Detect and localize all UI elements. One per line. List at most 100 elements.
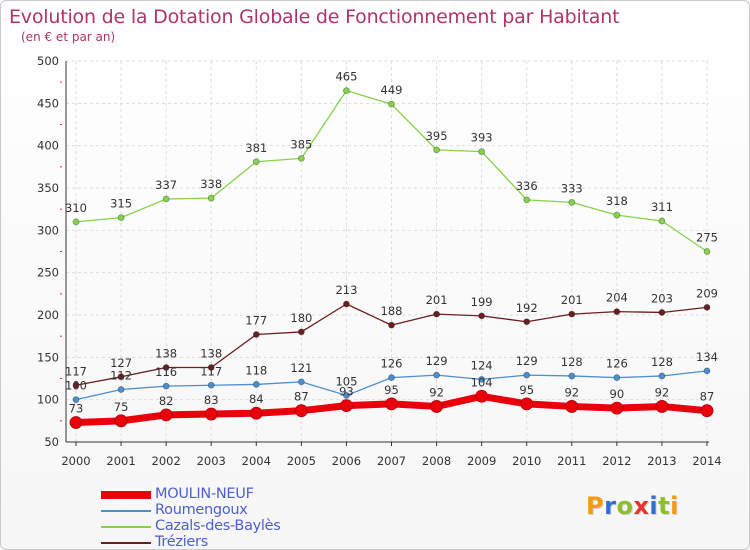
logo-letter: x: [633, 492, 650, 520]
data-point: [388, 321, 395, 329]
data-point: [252, 331, 260, 338]
y-tick-label: 100: [37, 393, 59, 407]
data-point: [340, 399, 353, 412]
data-label: 124: [471, 358, 493, 372]
data-point: [162, 364, 170, 371]
data-label: 315: [110, 197, 132, 211]
legend-swatch: [101, 526, 151, 528]
data-label: 75: [114, 400, 129, 414]
legend-label: Tréziers: [155, 534, 208, 550]
data-point: [207, 194, 215, 202]
data-point: [703, 248, 711, 255]
data-point: [568, 310, 576, 318]
data-label: 116: [155, 365, 177, 379]
data-label: 112: [110, 369, 132, 383]
series-group: [69, 87, 714, 429]
data-point: [162, 382, 170, 390]
x-tick-label: 2009: [467, 454, 496, 468]
y-tick-label: 350: [37, 181, 59, 195]
data-label: 177: [245, 313, 267, 327]
data-label: 338: [200, 177, 222, 191]
x-tick-label: 2012: [602, 454, 631, 468]
y-tick-label: 150: [37, 350, 59, 364]
data-label: 92: [655, 385, 670, 399]
data-point: [72, 381, 80, 389]
data-label: 87: [700, 390, 715, 404]
data-point: [117, 373, 125, 381]
data-label: 213: [335, 283, 357, 297]
data-point: [475, 389, 489, 403]
logo-letter: o: [616, 492, 634, 520]
data-point: [252, 381, 260, 388]
data-label: 128: [561, 355, 583, 369]
data-label: 129: [426, 354, 448, 368]
data-point: [343, 87, 350, 95]
y-tick-label: 450: [37, 96, 59, 110]
data-point: [430, 400, 443, 413]
data-label: 126: [381, 357, 403, 371]
data-label: 92: [429, 385, 444, 399]
data-label: 138: [155, 346, 177, 360]
logo-letter: P: [586, 492, 605, 520]
data-point: [613, 308, 621, 316]
proxiti-logo: Proxiti: [586, 492, 679, 520]
data-point: [69, 416, 83, 429]
data-label: 134: [696, 350, 718, 364]
data-label: 126: [606, 357, 628, 371]
data-point: [658, 372, 666, 380]
data-label: 201: [426, 293, 448, 307]
legend-swatch: [101, 542, 151, 544]
data-point: [655, 400, 669, 413]
data-point: [207, 381, 215, 389]
data-label: 121: [290, 361, 312, 375]
data-label: 87: [294, 390, 309, 404]
data-label: 118: [245, 363, 267, 377]
data-point: [72, 218, 80, 226]
data-label: 192: [516, 301, 538, 315]
data-point: [433, 310, 440, 318]
data-point: [297, 154, 305, 162]
data-label: 333: [561, 181, 583, 195]
data-point: [204, 407, 218, 421]
legend-label: Roumengoux: [155, 502, 248, 518]
chart-subtitle: (en € et par an): [21, 30, 116, 44]
data-label: 82: [159, 394, 174, 408]
data-point: [388, 374, 395, 382]
chart-title: Evolution de la Dotation Globale de Fonc…: [9, 6, 620, 28]
data-point: [117, 386, 125, 393]
y-tick-label: 250: [37, 266, 59, 280]
data-point: [388, 100, 395, 108]
data-point: [297, 328, 305, 336]
data-label: 311: [651, 200, 673, 214]
data-point: [523, 196, 531, 204]
data-label: 385: [290, 137, 312, 151]
data-label: 92: [564, 385, 579, 399]
data-label: 336: [516, 179, 538, 193]
x-tick-label: 2004: [242, 454, 271, 468]
data-point: [159, 408, 173, 422]
data-label: 209: [696, 286, 718, 300]
data-point: [658, 309, 666, 316]
data-point: [523, 318, 531, 326]
data-label: 318: [606, 194, 628, 208]
data-point: [433, 371, 440, 379]
legend-swatch: [101, 510, 151, 512]
data-label: 84: [249, 392, 264, 406]
data-point: [114, 414, 128, 428]
data-point: [520, 397, 534, 411]
data-label: 105: [335, 374, 357, 388]
data-label: 275: [696, 231, 718, 245]
data-label: 129: [516, 354, 538, 368]
axes: 50 100 150 200 250 300 350 400 450 500 2000 2001 200…: [37, 54, 722, 468]
data-point: [523, 371, 531, 379]
data-point: [478, 375, 486, 383]
data-point: [568, 372, 576, 380]
data-point: [252, 158, 260, 166]
data-label: 310: [65, 201, 87, 215]
x-tick-label: 2010: [512, 454, 541, 468]
data-point: [385, 397, 398, 411]
data-label: 337: [155, 178, 177, 192]
x-tick-label: 2011: [557, 454, 586, 468]
x-tick-label: 2013: [647, 454, 676, 468]
